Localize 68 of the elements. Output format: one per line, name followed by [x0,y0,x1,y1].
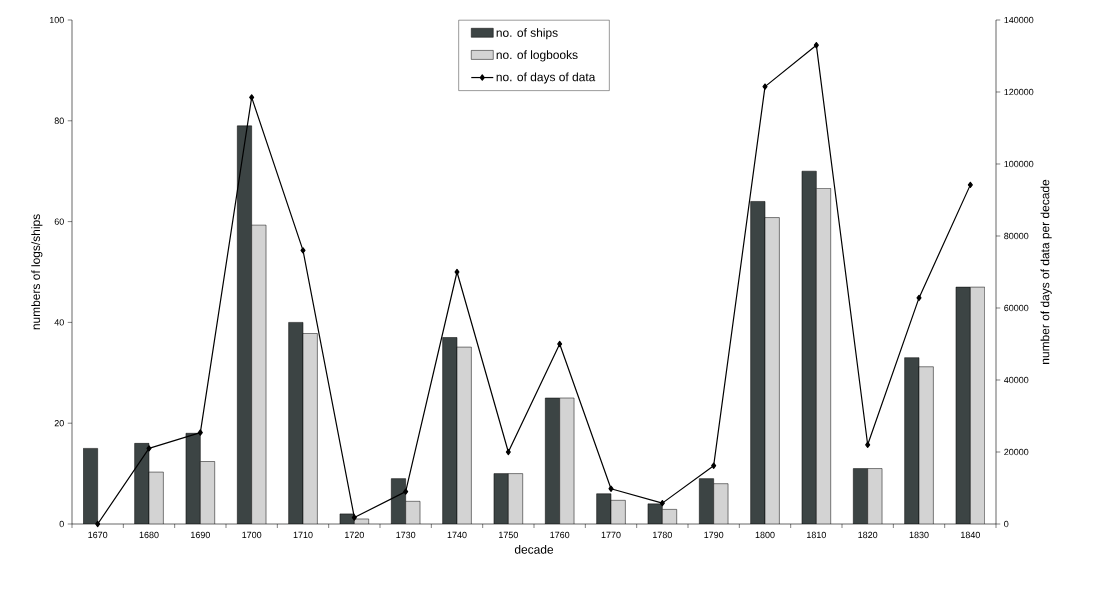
x-tick-label: 1780 [653,531,672,539]
y-tick-label: 0 [59,520,64,528]
bar [904,357,920,524]
point [608,485,614,492]
point [865,441,871,448]
point [300,247,306,254]
x-tick-label: 1730 [396,531,416,539]
y-tick-label: 80 [54,117,64,124]
y2-tick-label: 120000 [1004,88,1034,96]
bar [750,201,766,524]
point [249,94,255,101]
x-tick-label: 1840 [961,531,980,539]
bar [288,322,303,524]
y2-axis-title: number of days of data per decade [1040,179,1052,364]
x-tick-label: 1710 [293,531,313,539]
x-tick-label: 1810 [807,531,826,539]
y-tick-label: 40 [54,319,64,326]
y2-tick-label: 100000 [1004,160,1034,168]
point [146,445,152,452]
bar [919,366,934,524]
point [557,340,563,348]
y2-tick-label: 140000 [1004,16,1034,24]
legend-label: no. of ships [496,28,558,40]
bar [765,217,780,524]
bar [251,225,267,524]
point [351,514,357,521]
x-tick-label: 1680 [139,531,159,539]
x-tick-label: 1720 [345,531,364,539]
point [916,294,922,302]
y-axis-title: numbers of logs/ships [31,214,43,330]
y-tick-label: 100 [49,16,64,24]
bar [955,286,971,524]
x-tick-label: 1750 [499,531,518,539]
point [197,429,203,436]
bar [970,286,985,524]
x-tick-label: 1760 [550,531,570,539]
point [813,42,819,49]
legend-label: no. of logbooks [496,50,578,62]
y-tick-label: 20 [54,420,64,427]
point [762,83,768,90]
point [95,520,101,528]
y2-tick-label: 20000 [1004,448,1029,456]
y2-tick-label: 80000 [1004,232,1029,240]
x-tick-label: 1800 [755,531,775,539]
point [711,462,717,469]
point [403,488,409,495]
x-tick-label: 1790 [704,531,724,539]
point [659,499,665,507]
x-tick-label: 1700 [242,531,262,539]
x-tick-label: 1740 [447,531,467,539]
x-tick-label: 1830 [909,531,929,539]
y2-tick-label: 0 [1004,520,1009,528]
bar [442,337,457,524]
y2-tick-label: 60000 [1004,304,1029,312]
point [505,448,511,456]
y-tick-label: 60 [54,218,64,225]
x-tick-label: 1770 [601,531,621,539]
x-tick-label: 1820 [858,531,878,539]
y2-tick-label: 40000 [1003,376,1029,384]
x-tick-label: 1690 [191,531,210,539]
legend-label: no. of days of data [496,72,596,84]
x-axis-title: decade [514,544,554,554]
point [454,268,460,276]
x-tick-label: 1670 [88,531,108,539]
bar [816,188,831,524]
bar [801,171,817,524]
point [967,181,973,189]
bar [303,333,318,524]
